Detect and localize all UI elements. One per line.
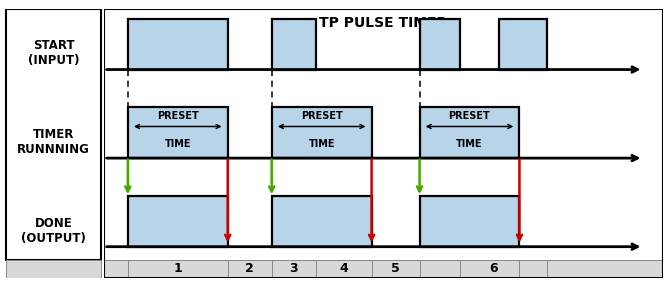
Text: 1: 1 — [174, 262, 182, 275]
Text: 6: 6 — [489, 262, 498, 275]
Bar — [499, 19, 547, 70]
Text: TP PULSE TIMER: TP PULSE TIMER — [320, 16, 448, 30]
Text: 5: 5 — [391, 262, 400, 275]
Bar — [271, 19, 316, 70]
Text: TIME: TIME — [308, 139, 335, 149]
Text: 2: 2 — [245, 262, 254, 275]
Text: START
(INPUT): START (INPUT) — [28, 39, 79, 67]
Bar — [419, 196, 519, 247]
Text: PRESET: PRESET — [157, 111, 198, 121]
Text: TIME: TIME — [165, 139, 191, 149]
Bar — [7, 260, 100, 278]
Text: PRESET: PRESET — [449, 111, 490, 121]
Bar — [128, 107, 228, 158]
Bar — [419, 19, 460, 70]
Bar — [104, 260, 663, 278]
Bar — [271, 107, 372, 158]
Bar — [271, 196, 372, 247]
Bar — [128, 196, 228, 247]
Text: TIME: TIME — [456, 139, 483, 149]
Text: PRESET: PRESET — [301, 111, 342, 121]
Text: 3: 3 — [289, 262, 298, 275]
Bar — [128, 19, 228, 70]
Bar — [419, 107, 519, 158]
Text: TIMER
RUNNNING: TIMER RUNNNING — [17, 128, 90, 156]
Text: 4: 4 — [339, 262, 348, 275]
Text: DONE
(OUTPUT): DONE (OUTPUT) — [21, 217, 86, 245]
